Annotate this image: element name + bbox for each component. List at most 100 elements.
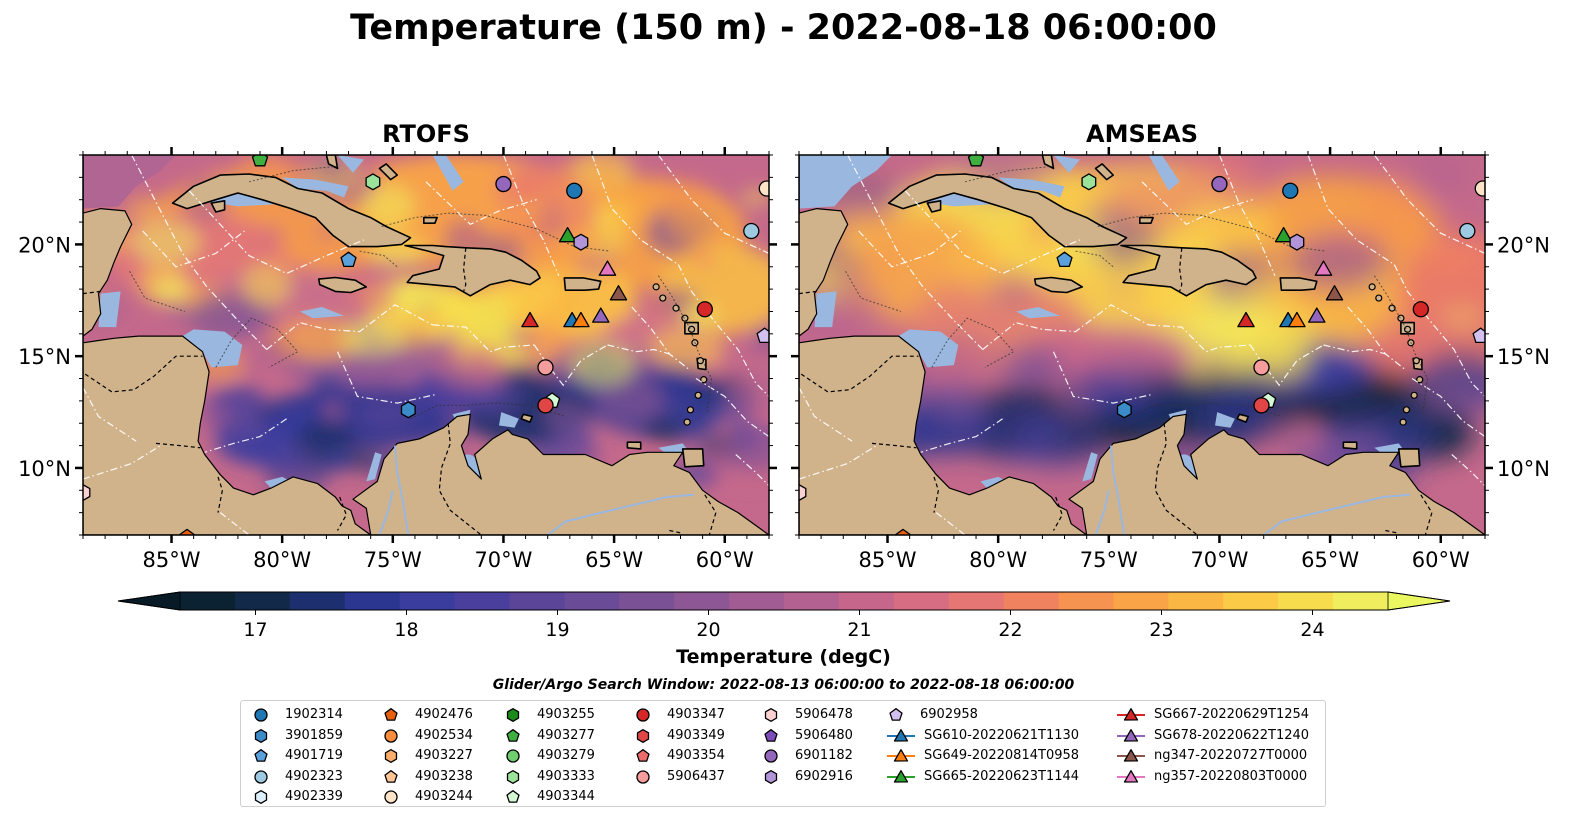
legend-label: 4903354 (667, 748, 725, 763)
platform-marker (598, 260, 617, 276)
circle-marker-icon (636, 769, 650, 784)
legend-label: ng347-20220727T0000 (1154, 748, 1308, 763)
legend-marker (1123, 708, 1139, 721)
legend-marker (384, 728, 398, 743)
land-trinidad (1397, 448, 1421, 468)
colorbar-extend-max (1387, 591, 1451, 611)
platform-marker (495, 175, 512, 193)
legend-label: 3901859 (285, 727, 343, 743)
legend-label: SG678-20220622T1240 (1154, 727, 1310, 743)
hexagon-marker-icon (506, 769, 520, 784)
land-aruba-curacao (520, 413, 534, 423)
platform-marker (1253, 397, 1270, 414)
legend: 1902314 3901859 4901719 4902323 4902339 49024… (240, 700, 1326, 807)
land-central-america (799, 155, 1088, 535)
legend-marker (764, 708, 778, 722)
platform-marker (1056, 251, 1073, 268)
land-hispaniola (1120, 244, 1257, 297)
circle-marker-icon (506, 749, 520, 763)
land-bahamas1 (325, 155, 339, 170)
triangle-marker-icon (1117, 769, 1145, 783)
legend-label: 6902916 (795, 768, 853, 784)
legend-title: Glider/Argo Search Window: 2022-08-13 06… (492, 677, 1075, 693)
legend-marker (384, 769, 398, 783)
pentagon-marker-icon (254, 749, 268, 762)
colorbar-tick-label: 18 (394, 619, 418, 641)
platform-marker (592, 307, 610, 323)
legend-label: 4902339 (285, 789, 343, 804)
legend-marker (506, 708, 520, 722)
legend-marker (636, 749, 650, 762)
lon-tick-label: 85°W (859, 548, 917, 572)
lon-tick-label: 70°W (474, 548, 532, 572)
legend-label: SG649-20220814T0958 (924, 748, 1080, 763)
land-trinidad (681, 448, 705, 468)
lon-tick-label: 80°W (253, 548, 311, 572)
legend-marker (506, 790, 520, 803)
platform-marker (1253, 359, 1270, 376)
hexagon-marker-icon (254, 790, 268, 804)
circle-marker-icon (636, 708, 650, 722)
legend-marker (764, 749, 778, 763)
legend-marker (1123, 769, 1139, 783)
platform-marker (1474, 180, 1485, 197)
legend-marker (893, 749, 909, 762)
colorbar: 17 18 19 20 21 22 23 24 (117, 591, 1451, 641)
lon-tick-label: 85°W (143, 548, 201, 572)
platform-marker (1289, 233, 1305, 251)
colorbar-tick-label: 19 (545, 619, 569, 641)
legend-marker (506, 749, 520, 763)
legend-label: 4903227 (415, 748, 473, 763)
pentagon-marker-icon (384, 769, 398, 783)
legend-marker (384, 790, 398, 804)
pentagon-marker-icon (384, 708, 398, 721)
platform-marker (1081, 173, 1097, 191)
legend-marker (764, 728, 778, 742)
lon-tick-label: 65°W (585, 548, 643, 572)
pentagon-marker-icon (764, 728, 778, 742)
legend-marker (384, 749, 398, 763)
platform-marker (1237, 311, 1255, 328)
platform-marker (1282, 182, 1299, 199)
platform-marker (1412, 301, 1429, 318)
legend-label: 5906478 (795, 707, 853, 722)
legend-marker (636, 708, 650, 722)
hexagon-marker-icon (254, 728, 268, 743)
legend-marker (254, 728, 268, 743)
platform-marker (1116, 401, 1132, 419)
circle-marker-icon (254, 708, 268, 722)
legend-label: SG665-20220623T1144 (924, 768, 1080, 784)
legend-label: 4903333 (537, 768, 595, 784)
platform-marker (558, 226, 577, 243)
lon-tick-label: 80°W (969, 548, 1027, 572)
platform-marker (1459, 222, 1476, 240)
land-bahamas1 (1041, 155, 1055, 170)
platform-marker (1274, 226, 1293, 243)
legend-marker (506, 769, 520, 784)
colorbar-tick-label: 20 (696, 619, 720, 641)
triangle-marker-icon (1117, 708, 1145, 721)
legend-marker (1123, 749, 1139, 762)
legend-label: 4903279 (537, 748, 595, 763)
hexagon-marker-icon (506, 708, 520, 722)
lon-tick-label: 60°W (696, 548, 754, 572)
legend-label: 5906480 (795, 727, 853, 743)
platform-marker (400, 401, 416, 419)
legend-marker (1123, 728, 1139, 742)
legend-marker (636, 728, 650, 743)
land-aruba-curacao (1236, 413, 1250, 423)
triangle-marker-icon (1117, 749, 1145, 762)
land-puerto-rico (563, 277, 602, 291)
circle-marker-icon (384, 790, 398, 804)
platform-marker (758, 180, 769, 197)
legend-label: 4903277 (537, 727, 595, 743)
hexagon-marker-icon (764, 708, 778, 722)
map-panel-amseas (791, 147, 1493, 543)
land-cuba (171, 173, 412, 248)
lon-tick-label: 75°W (364, 548, 422, 572)
pentagon-marker-icon (889, 708, 903, 721)
land-jamaica (317, 276, 368, 294)
land-isla-juventud (926, 199, 942, 213)
platform-marker (743, 222, 760, 240)
map-panel-rtofs (75, 147, 777, 543)
